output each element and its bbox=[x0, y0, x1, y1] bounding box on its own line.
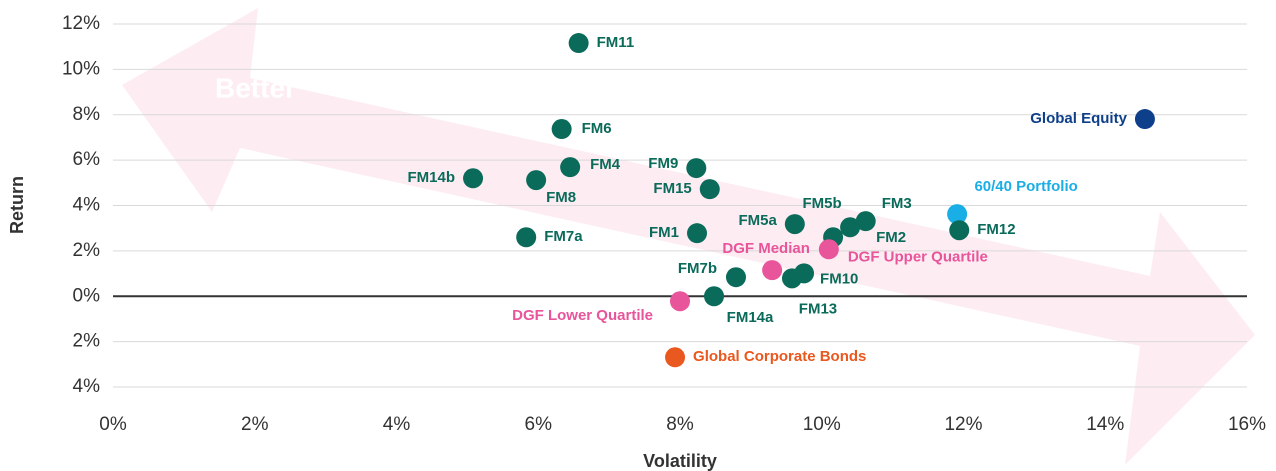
point-label: FM8 bbox=[546, 189, 576, 206]
x-tick-label: 8% bbox=[666, 414, 694, 435]
point bbox=[686, 158, 707, 179]
point bbox=[725, 267, 746, 288]
y-tick-label: 4% bbox=[73, 376, 101, 397]
point-label: FM14b bbox=[408, 169, 456, 186]
point-label: FM2 bbox=[876, 229, 906, 246]
point bbox=[949, 220, 970, 241]
point-label: FM5a bbox=[738, 212, 777, 229]
point-label: DGF Lower Quartile bbox=[512, 307, 653, 324]
y-tick-label: 10% bbox=[62, 58, 100, 79]
point bbox=[699, 179, 720, 200]
y-tick-label: 2% bbox=[73, 240, 101, 261]
point bbox=[687, 223, 708, 244]
y-axis-title: Return bbox=[7, 176, 27, 234]
point bbox=[670, 291, 690, 312]
point-label: FM11 bbox=[597, 34, 635, 51]
point bbox=[818, 239, 839, 260]
point bbox=[704, 286, 725, 307]
point bbox=[516, 227, 537, 248]
point bbox=[1134, 109, 1155, 130]
point-label: DGF Upper Quartile bbox=[848, 248, 988, 265]
point bbox=[762, 260, 783, 281]
point bbox=[560, 157, 581, 178]
annotation: Better bbox=[215, 72, 296, 103]
x-tick-label: 6% bbox=[525, 414, 553, 435]
x-tick-label: 10% bbox=[803, 414, 841, 435]
point-label: Global Corporate Bonds bbox=[693, 348, 866, 365]
point-label: Global Equity bbox=[1030, 110, 1127, 127]
point-label: FM5b bbox=[803, 195, 842, 212]
point-label: FM13 bbox=[799, 300, 837, 317]
point bbox=[526, 170, 547, 191]
x-tick-label: 12% bbox=[944, 414, 982, 435]
point bbox=[568, 33, 589, 54]
point bbox=[855, 211, 876, 232]
point-label: FM9 bbox=[648, 155, 678, 172]
x-tick-label: 14% bbox=[1086, 414, 1124, 435]
point-label: FM6 bbox=[582, 120, 612, 137]
x-tick-label: 4% bbox=[383, 414, 411, 435]
point-label: FM1 bbox=[649, 224, 679, 241]
x-tick-label: 2% bbox=[241, 414, 269, 435]
point-label: 60/40 Portfolio bbox=[974, 178, 1077, 195]
point-label: DGF Median bbox=[722, 240, 810, 257]
x-tick-label: 16% bbox=[1228, 414, 1266, 435]
point bbox=[784, 214, 805, 235]
y-tick-label: 0% bbox=[73, 285, 101, 306]
point bbox=[551, 119, 572, 140]
point bbox=[781, 268, 802, 289]
y-tick-label: 2% bbox=[73, 331, 101, 352]
y-tick-label: 4% bbox=[73, 195, 101, 216]
point-label: FM7a bbox=[544, 228, 583, 245]
point-label: FM14a bbox=[727, 309, 774, 326]
y-tick-label: 8% bbox=[73, 104, 101, 125]
point bbox=[947, 204, 968, 225]
point-label: FM7b bbox=[678, 260, 717, 277]
point-label: FM10 bbox=[820, 270, 858, 287]
x-axis-title: Volatility bbox=[643, 451, 717, 471]
y-tick-label: 12% bbox=[62, 13, 100, 34]
y-tick-label: 6% bbox=[73, 149, 101, 170]
point bbox=[463, 168, 484, 189]
point bbox=[665, 347, 686, 368]
point-label: FM3 bbox=[882, 195, 912, 212]
point-label: FM15 bbox=[653, 180, 691, 197]
point bbox=[840, 217, 861, 238]
point-label: FM4 bbox=[590, 156, 621, 173]
x-tick-label: 0% bbox=[99, 414, 127, 435]
point-label: FM12 bbox=[977, 221, 1015, 238]
